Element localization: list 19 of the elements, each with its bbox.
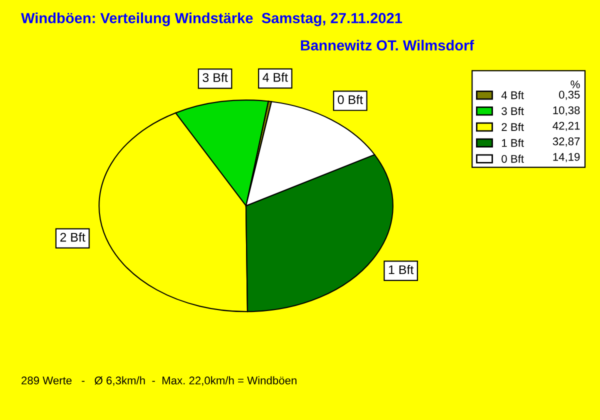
legend-label: 1 Bft (502, 138, 524, 147)
legend-label: 3 Bft (502, 106, 524, 116)
chart-title: Windböen: Verteilung Windstärke Samstag, 27.11.2021 (21, 12, 402, 26)
chart-subtitle: Bannewitz OT. Wilmsdorf (300, 40, 474, 51)
slice-label: 0 Bft (338, 94, 363, 104)
data-label: 10,38 (553, 106, 580, 116)
legend-title: % (570, 80, 580, 88)
slice-label: 2 Bft (60, 232, 86, 242)
slice-label: 4 Bft (262, 72, 288, 82)
data-label: 0,35 (559, 90, 580, 100)
legend-label: 0 Bft (502, 154, 524, 163)
data-label: 42,21 (552, 122, 580, 132)
data-label: 14,19 (553, 152, 580, 162)
legend-label: 4 Bft (501, 91, 524, 100)
text: 289 Werte - Ø 6,3km/h - Max. 22,0km/h = Windböen (22, 376, 296, 386)
slice-label: 3 Bft (202, 72, 228, 82)
data-label: 32,87 (552, 137, 580, 147)
slice-label: 1 Bft (388, 265, 414, 274)
legend-label: 2 Bft (502, 122, 524, 131)
